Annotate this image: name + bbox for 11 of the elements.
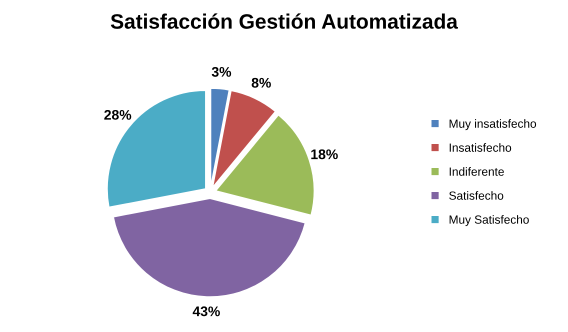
chart-title: Satisfacción Gestión Automatizada: [110, 13, 458, 29]
data-label: 43%: [192, 306, 220, 316]
data-label: 8%: [252, 78, 271, 88]
legend-label: Satisfecho: [449, 191, 504, 200]
legend-label: Muy Satisfecho: [450, 215, 529, 226]
data-label: 18%: [311, 149, 338, 160]
legend-label: Indiferente: [450, 167, 504, 176]
legend-label: Insatisfecho: [450, 143, 512, 152]
data-label: 28%: [104, 110, 132, 120]
data-label: 3%: [212, 66, 232, 77]
legend-label: Muy insatisfecho: [450, 119, 536, 130]
